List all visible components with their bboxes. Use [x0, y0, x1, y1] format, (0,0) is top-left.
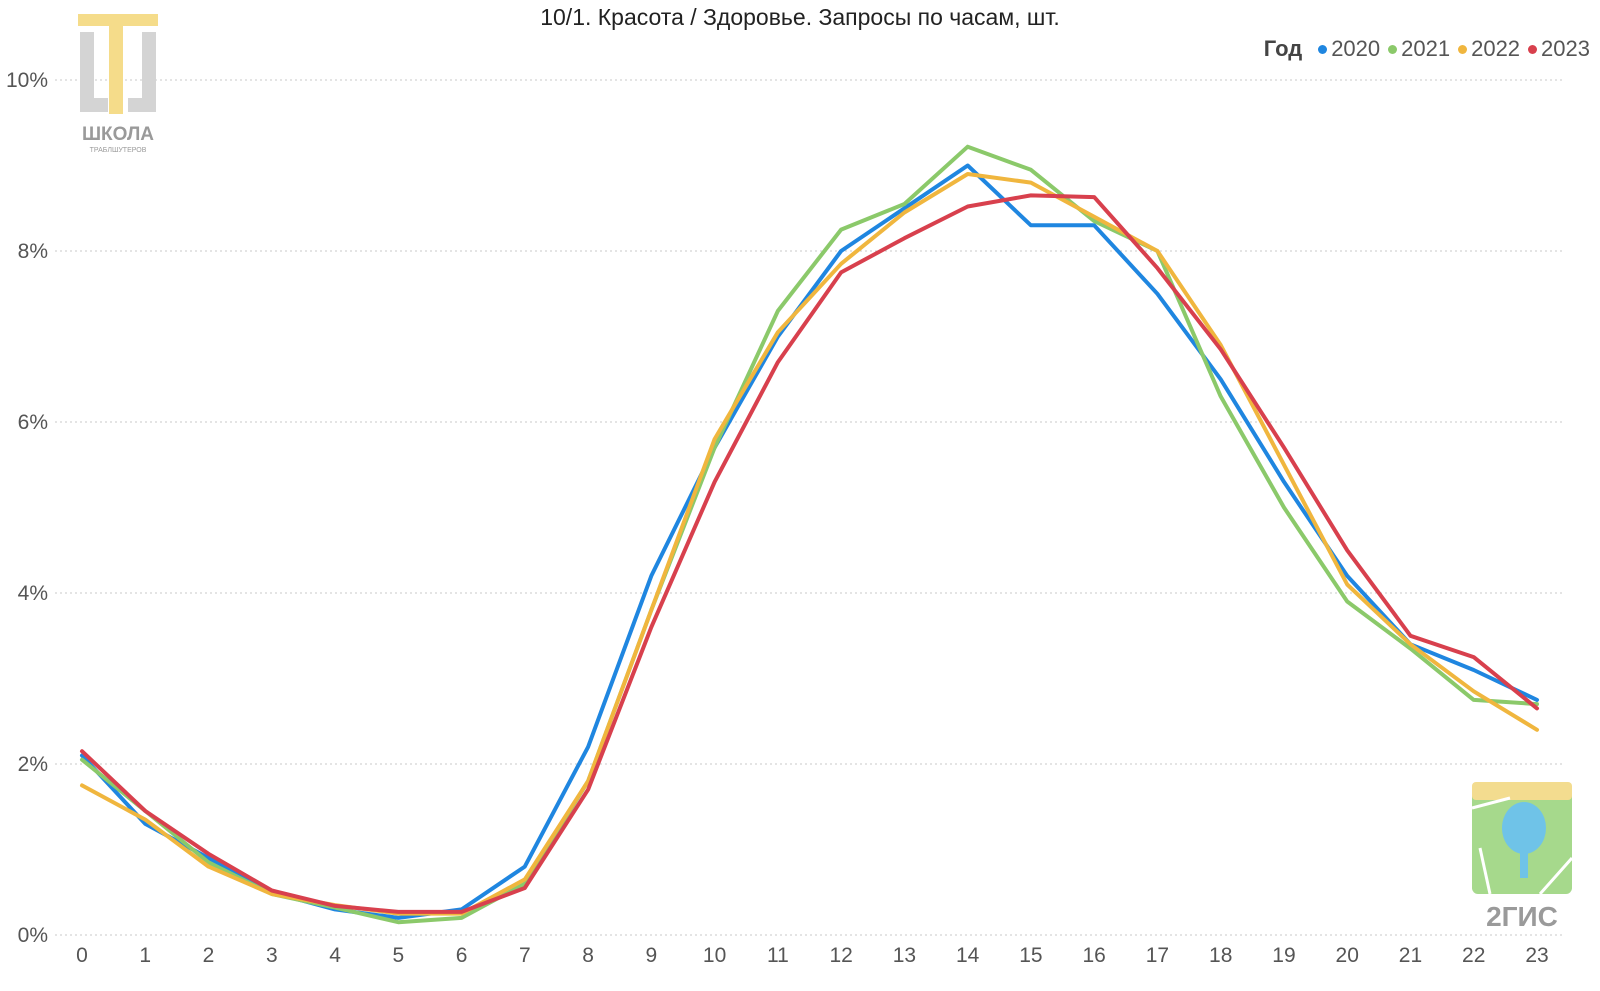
- x-tick-label: 21: [1399, 944, 1422, 967]
- legend-dot: [1388, 44, 1398, 54]
- x-tick-label: 3: [266, 944, 278, 967]
- x-tick-label: 17: [1146, 944, 1169, 967]
- x-tick-label: 7: [519, 944, 531, 967]
- x-tick-label: 1: [139, 944, 151, 967]
- logo-tree-crown: [1502, 802, 1546, 854]
- x-tick-label: 22: [1462, 944, 1485, 967]
- y-tick-label: 0%: [18, 924, 48, 947]
- legend-dot: [1528, 44, 1538, 54]
- x-tick-label: 10: [703, 944, 726, 967]
- logo-subtext: ТРАБЛШУТЕРОВ: [90, 147, 147, 154]
- x-tick-label: 8: [582, 944, 594, 967]
- x-tick-label: 5: [392, 944, 404, 967]
- series-line-2023: [80, 193, 1539, 914]
- x-tick-label: 23: [1525, 944, 1548, 967]
- x-tick-label: 20: [1336, 944, 1359, 967]
- x-tick-label: 4: [329, 944, 341, 967]
- legend-item-2023[interactable]: 2023: [1528, 36, 1590, 62]
- 2gis-logo: 2ГИС: [1471, 782, 1574, 932]
- legend-label: 2023: [1541, 36, 1590, 61]
- logo-right-bracket: [128, 32, 156, 112]
- chart-title: 10/1. Красота / Здоровье. Запросы по час…: [540, 4, 1060, 30]
- y-tick-label: 4%: [18, 582, 48, 605]
- logo-map-band: [1472, 782, 1572, 800]
- legend-label: 2020: [1331, 36, 1381, 61]
- x-tick-label: 11: [767, 944, 789, 967]
- legend-dot: [1458, 44, 1468, 54]
- legend-label: 2022: [1471, 36, 1521, 61]
- logo-left-bracket: [80, 32, 108, 112]
- legend-item-2022[interactable]: 2022: [1458, 36, 1520, 62]
- logo-text: 2ГИС: [1486, 901, 1558, 932]
- y-tick-label: 2%: [18, 753, 48, 776]
- series-line-2020: [80, 163, 1539, 920]
- logo-map-roads: [1471, 796, 1574, 895]
- x-tick-label: 14: [956, 944, 980, 967]
- logo-text: ШКОЛА: [82, 124, 154, 145]
- x-tick-label: 18: [1209, 944, 1232, 967]
- legend-label: 2021: [1401, 36, 1451, 61]
- logo-tree-trunk: [1520, 850, 1528, 878]
- y-tick-label: 10%: [6, 69, 48, 92]
- y-tick-label: 8%: [18, 240, 48, 263]
- logo-top-bar: [78, 14, 158, 26]
- legend-title: Год: [1263, 36, 1303, 61]
- x-tick-label: 15: [1019, 944, 1042, 967]
- series-line-2022: [80, 172, 1539, 916]
- legend-item-2020[interactable]: 2020: [1318, 36, 1380, 62]
- x-tick-label: 0: [76, 944, 88, 967]
- x-tick-label: 16: [1082, 944, 1105, 967]
- x-tick-label: 9: [646, 944, 658, 967]
- logo-stem: [109, 24, 123, 114]
- x-tick-label: 2: [203, 944, 215, 967]
- x-tick-label: 19: [1272, 944, 1295, 967]
- x-tick-label: 12: [829, 944, 852, 967]
- legend-item-2021[interactable]: 2021: [1388, 36, 1450, 62]
- legend: Год 2020 2021 2022 2023: [1264, 36, 1590, 62]
- y-tick-label: 6%: [18, 411, 48, 434]
- x-tick-label: 13: [893, 944, 916, 967]
- school-logo: ШКОЛА ТРАБЛШУТЕРОВ: [78, 14, 158, 154]
- legend-dot: [1318, 44, 1328, 54]
- x-tick-label: 6: [456, 944, 468, 967]
